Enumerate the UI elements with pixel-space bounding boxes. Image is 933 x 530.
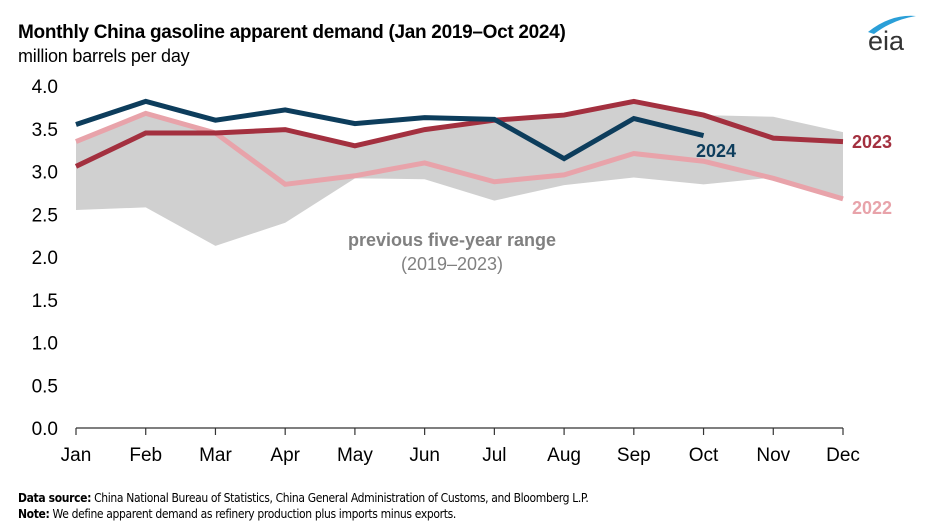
y-tick-label: 0.0 [32,419,58,440]
series-line-2024 [75,98,705,162]
annotation-layer: previous five-year range (2019–2023) 202… [348,132,892,274]
y-tick-label: 1.0 [32,334,58,355]
note-label: Note: [18,507,50,521]
x-tick-label: May [337,445,373,466]
x-tick-label: Aug [547,445,581,466]
x-tick-label: Jun [409,445,440,466]
data-source-text: China National Bureau of Statistics, Chi… [91,491,589,505]
x-tick-label: Jul [482,445,506,466]
series-label-2024: 2024 [696,141,736,161]
chart-title: Monthly China gasoline apparent demand (… [18,22,566,43]
range-sublabel: (2019–2023) [401,254,503,274]
x-axis-labels: Jan Feb Mar Apr May Jun Jul Aug Sep Oct Nov Dec [61,445,860,466]
y-tick-label: 0.5 [32,376,58,397]
x-tick-label: Oct [689,445,719,466]
x-tick-label: Apr [270,445,300,466]
series-line-2023 [74,98,844,169]
y-tick-label: 2.0 [32,248,58,269]
eia-logo-text: eia [868,26,905,56]
data-source-note: Data source: China National Bureau of St… [18,491,589,505]
note-text: We define apparent demand as refinery pr… [49,507,457,521]
y-tick-label: 3.5 [32,120,58,141]
y-tick-label: 4.0 [32,77,58,98]
series-line-2022 [75,110,844,202]
x-tick-label: Dec [826,445,860,466]
series-label-2022: 2022 [852,198,892,218]
x-tick-label: Feb [129,445,162,466]
chart-subtitle: million barrels per day [18,46,190,66]
x-axis [75,427,844,435]
x-tick-label: Jan [61,445,92,466]
definition-note: Note: We define apparent demand as refin… [18,507,456,521]
series-layer [74,98,844,202]
y-tick-label: 1.5 [32,291,58,312]
series-label-2023: 2023 [852,132,892,152]
x-tick-label: Nov [756,445,790,466]
x-tick-label: Sep [617,445,651,466]
range-label: previous five-year range [348,230,556,250]
data-source-label: Data source: [18,491,92,505]
y-tick-label: 2.5 [32,205,58,226]
eia-logo-icon [868,15,916,34]
x-tick-label: Mar [199,445,232,466]
y-axis: 0.0 0.5 1.0 1.5 2.0 2.5 3.0 3.5 4.0 [32,77,58,440]
y-tick-label: 3.0 [32,163,58,184]
